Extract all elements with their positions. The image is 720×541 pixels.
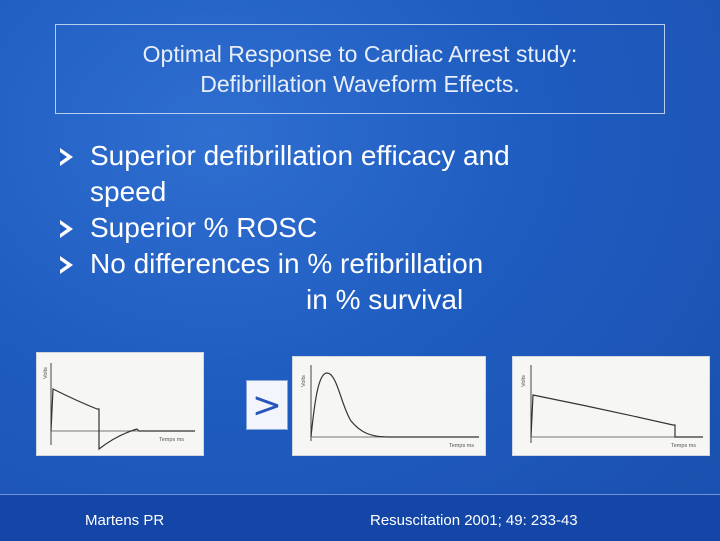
comparison-symbol: >	[246, 380, 288, 430]
arrow-bullet-icon	[60, 256, 73, 274]
bullet-item: No differences in % refibrillation in % …	[60, 246, 680, 318]
x-axis-label: Temps ms	[449, 443, 474, 449]
arrow-bullet-icon	[60, 148, 73, 166]
bullet-text-continuation: speed	[90, 176, 167, 207]
bullet-item: Superior defibrillation efficacy and spe…	[60, 138, 680, 210]
x-axis-label: Temps ms	[159, 437, 184, 443]
title-box: Optimal Response to Cardiac Arrest study…	[55, 24, 665, 114]
y-axis-label: Volts	[43, 367, 49, 379]
footer-citation: Resuscitation 2001; 49: 233-43	[370, 512, 578, 529]
x-axis-label: Temps ms	[671, 443, 696, 449]
waveform-damped-sine-figure: Volts Temps ms	[292, 356, 486, 456]
bullet-text: Superior % ROSC	[90, 212, 318, 243]
waveform-truncated-exponential-figure: Volts Temps ms	[512, 356, 710, 456]
bullet-item: Superior % ROSC	[60, 210, 680, 246]
bullet-text: No differences in % refibrillation	[90, 248, 484, 279]
waveform-truncated-exponential-plot: Volts Temps ms	[521, 365, 703, 449]
title-line-1: Optimal Response to Cardiac Arrest study…	[142, 41, 578, 67]
arrow-bullet-icon	[60, 220, 73, 238]
y-axis-label: Volts	[301, 375, 307, 387]
waveform-biphasic-figure: Volts Temps ms	[36, 352, 204, 456]
bullet-list: Superior defibrillation efficacy and spe…	[60, 138, 680, 318]
y-axis-label: Volts	[521, 375, 527, 387]
waveform-biphasic-plot: Volts Temps ms	[43, 363, 195, 451]
bullet-text: Superior defibrillation efficacy and	[90, 140, 510, 171]
waveform-damped-sine-plot: Volts Temps ms	[301, 365, 479, 449]
footer-bar: Martens PR Resuscitation 2001; 49: 233-4…	[0, 494, 720, 541]
bullet-text-continuation: in % survival	[306, 284, 464, 315]
title-line-2: Defibrillation Waveform Effects.	[200, 71, 520, 97]
footer-author: Martens PR	[85, 512, 165, 529]
